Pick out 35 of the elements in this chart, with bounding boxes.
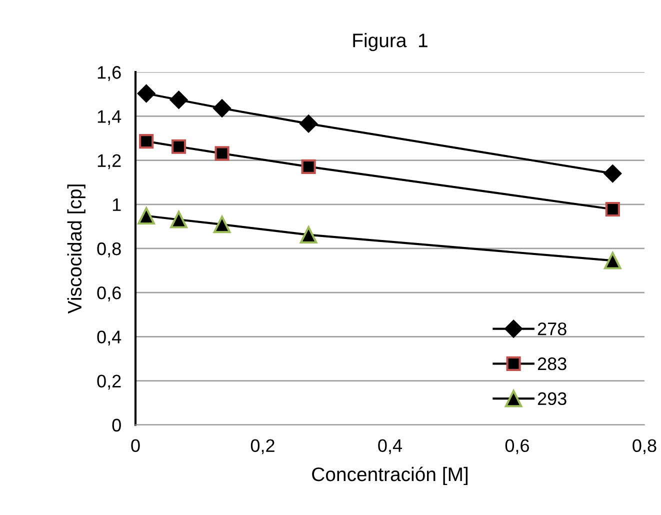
point bbox=[138, 207, 156, 225]
y-tick-label: 1,4 bbox=[98, 110, 122, 126]
y-tick-label: 1,2 bbox=[98, 154, 121, 170]
y-tick-label: 0,2 bbox=[97, 374, 121, 390]
point bbox=[604, 164, 622, 182]
x-tick-label: 0,2 bbox=[250, 439, 274, 454]
legend-label: 283 bbox=[538, 357, 566, 370]
y-tick-label: 1,6 bbox=[98, 66, 121, 81]
point bbox=[171, 139, 186, 154]
point bbox=[137, 84, 156, 102]
point bbox=[300, 226, 318, 244]
y-tick-label: 0,4 bbox=[97, 330, 122, 346]
point bbox=[213, 216, 231, 234]
y-tick-label: 0,8 bbox=[97, 242, 121, 258]
chart-title: Figura 1 bbox=[353, 33, 428, 52]
point bbox=[300, 114, 318, 133]
point bbox=[301, 159, 316, 174]
x-tick-label: 0,8 bbox=[632, 439, 656, 454]
point bbox=[170, 210, 188, 228]
point bbox=[139, 134, 154, 149]
y-tick-label: 1 bbox=[112, 198, 121, 211]
x-tick-label: 0,4 bbox=[378, 439, 402, 454]
point bbox=[213, 99, 231, 118]
point bbox=[214, 146, 230, 161]
legend-label: 293 bbox=[538, 392, 566, 406]
y-tick-label: 0 bbox=[112, 418, 121, 432]
y-axis-title: Viscocidad [cp] bbox=[67, 184, 86, 314]
legend-label: 278 bbox=[538, 322, 566, 336]
point bbox=[170, 90, 188, 109]
point bbox=[605, 202, 620, 217]
x-tick-label: 0,6 bbox=[505, 439, 529, 454]
x-tick-label: 0 bbox=[131, 439, 140, 452]
x-axis-title: Concentración [M] bbox=[312, 466, 468, 486]
point bbox=[604, 252, 622, 270]
y-tick-label: 0,6 bbox=[97, 286, 121, 302]
